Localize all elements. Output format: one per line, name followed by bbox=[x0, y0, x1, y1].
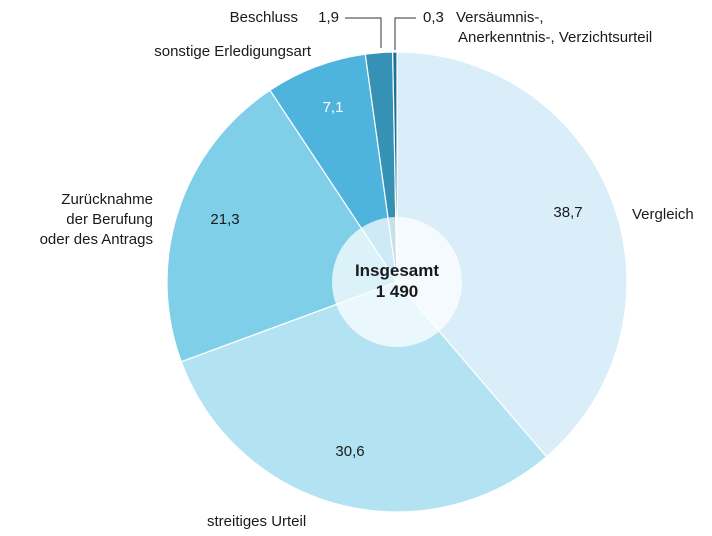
category-label: Zurücknahme der Berufung oder des Antrags bbox=[40, 191, 153, 248]
center-total: 1 490 bbox=[376, 282, 419, 301]
category-label: Versäumnis-, Anerkenntnis-, Verzichtsurte… bbox=[456, 9, 652, 46]
center-circle bbox=[332, 217, 462, 347]
center-title: Insgesamt bbox=[355, 261, 439, 280]
value-label: 0,3 bbox=[423, 9, 444, 26]
pie-slice bbox=[269, 53, 398, 283]
pie-slice bbox=[180, 281, 548, 513]
value-label: 1,9 bbox=[318, 9, 339, 26]
category-label: sonstige Erledigungsart bbox=[154, 43, 312, 60]
category-label: streitiges Urteil bbox=[207, 513, 306, 530]
value-label: 7,1 bbox=[323, 99, 344, 116]
value-label: 38,7 bbox=[553, 204, 582, 221]
value-label: 30,6 bbox=[335, 443, 364, 460]
leader-line bbox=[394, 17, 416, 50]
category-label: Vergleich bbox=[632, 206, 694, 223]
pie-slice bbox=[396, 51, 628, 458]
leader-line bbox=[345, 17, 382, 48]
value-label: 21,3 bbox=[210, 211, 239, 228]
category-label: Beschluss bbox=[230, 9, 298, 26]
